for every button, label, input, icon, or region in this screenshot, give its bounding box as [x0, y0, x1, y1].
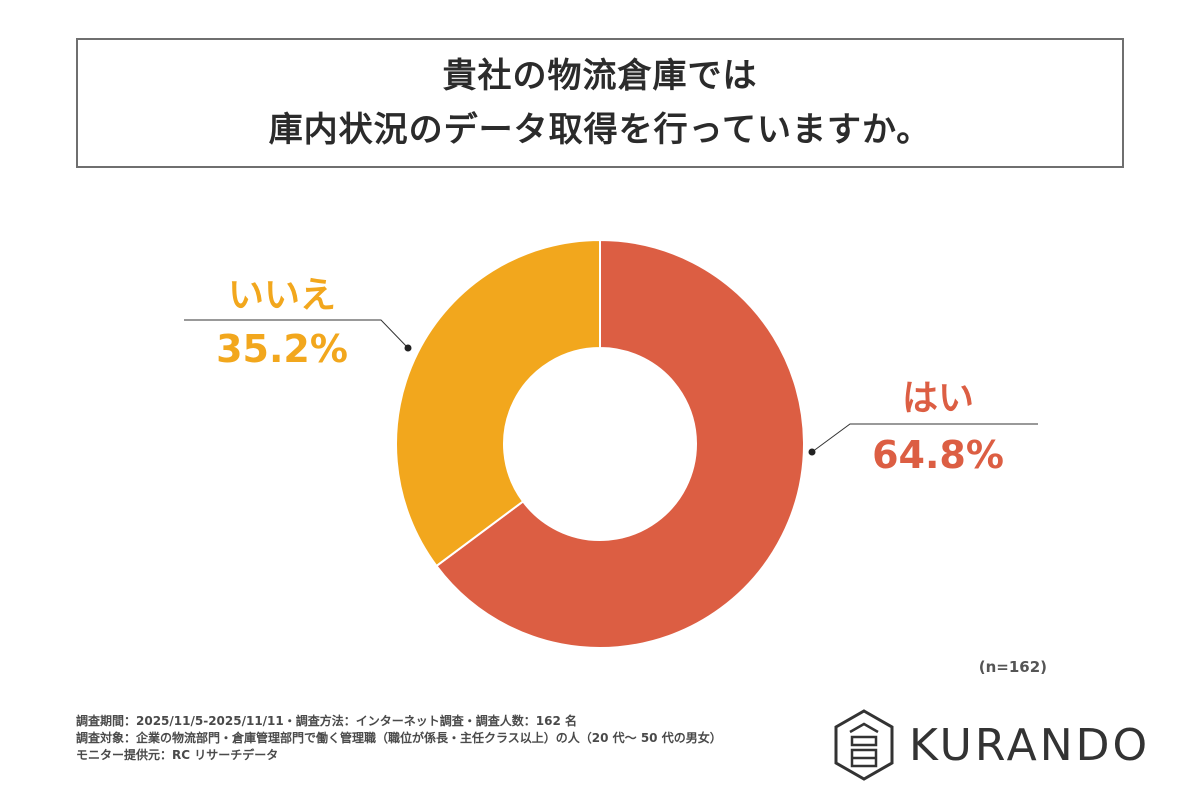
logo-wordmark: KURANDO — [909, 719, 1151, 771]
survey-footnotes: 調査期間：2025/11/5-2025/11/11・調査方法：インターネット調査… — [76, 713, 722, 764]
leader-dot-no — [404, 344, 412, 352]
footnote-target: 調査対象：企業の物流部門・倉庫管理部門で働く管理職（職位が係長・主任クラス以上）… — [76, 731, 722, 745]
kurando-hexagon-logo-icon — [834, 709, 894, 781]
leader-line-yes — [811, 423, 1038, 453]
donut-slice-no — [394, 238, 601, 568]
chart-title-line-1: 貴社の物流倉庫では — [442, 56, 758, 96]
slice-value-yes: 64.8% — [872, 433, 1004, 477]
chart-title-line-2: 庫内状況のデータ取得を行っていますか。 — [268, 110, 932, 150]
title-box: 貴社の物流倉庫では 庫内状況のデータ取得を行っていますか。 — [76, 38, 1124, 168]
slice-label-yes: はい — [902, 378, 974, 419]
slice-value-no: 35.2% — [216, 327, 348, 371]
kurando-logo: KURANDO — [833, 708, 1150, 782]
footnote-period: 調査期間：2025/11/5-2025/11/11・調査方法：インターネット調査… — [76, 714, 577, 728]
footnote-provider: モニター提供元：RC リサーチデータ — [76, 748, 279, 762]
leader-line-no — [184, 319, 409, 349]
leader-dot-yes — [808, 448, 816, 456]
donut-slice-yes — [435, 238, 805, 649]
sample-size-label: (n=162) — [978, 658, 1047, 676]
slice-label-no: いいえ — [228, 275, 336, 316]
